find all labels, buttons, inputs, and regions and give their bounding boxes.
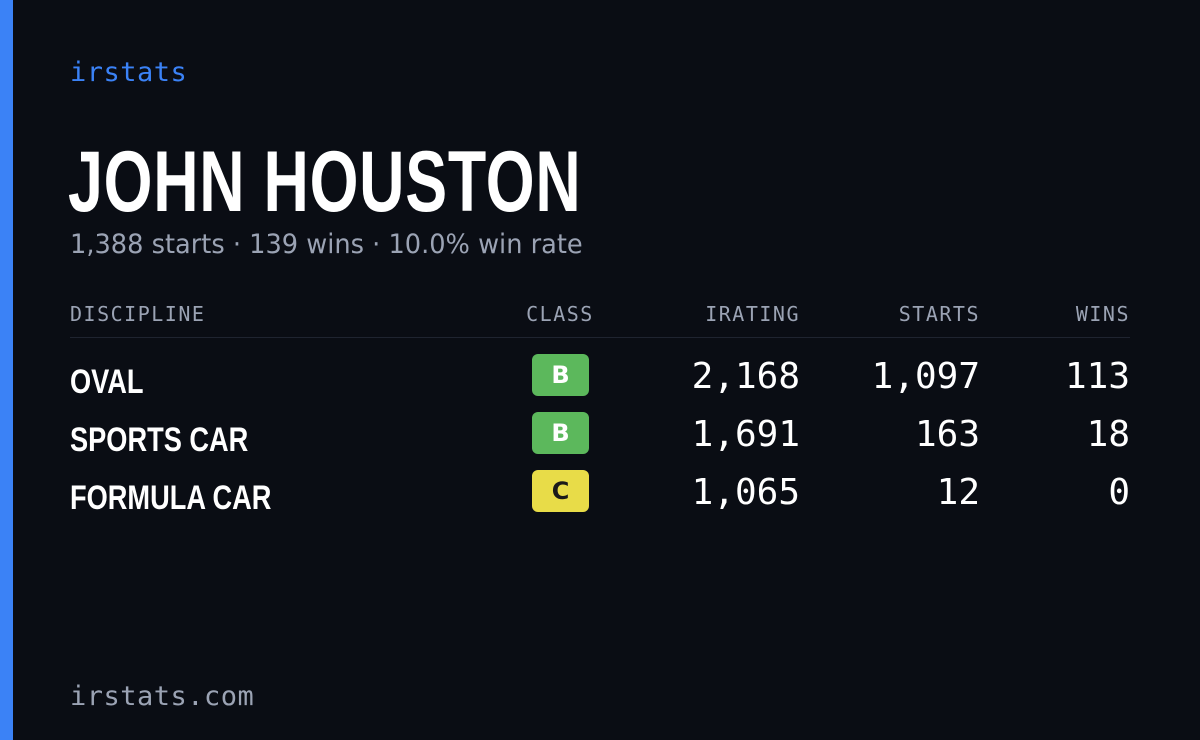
header-class: CLASS bbox=[526, 302, 594, 326]
discipline-label: SPORTS CAR bbox=[70, 421, 249, 459]
brand-logo: irstats bbox=[70, 57, 188, 88]
header-discipline: DISCIPLINE bbox=[70, 302, 206, 326]
class-badge: C bbox=[532, 470, 589, 512]
discipline-label: FORMULA CAR bbox=[70, 479, 272, 517]
table-row-formula-car: FORMULA CAR C 1,065 12 0 bbox=[0, 470, 1200, 528]
table-row-sports-car: SPORTS CAR B 1,691 163 18 bbox=[0, 412, 1200, 470]
table-row-oval: OVAL B 2,168 1,097 113 bbox=[0, 354, 1200, 412]
header-wins: WINS bbox=[1075, 302, 1130, 326]
starts-value: 163 bbox=[914, 414, 980, 455]
irating-value: 1,065 bbox=[691, 472, 800, 513]
irating-value: 2,168 bbox=[691, 356, 800, 397]
footer-domain: irstats.com bbox=[70, 681, 255, 712]
wins-value: 18 bbox=[1086, 414, 1130, 455]
irating-value: 1,691 bbox=[691, 414, 800, 455]
driver-summary: 1,388 starts · 139 wins · 10.0% win rate bbox=[70, 229, 583, 260]
class-badge: B bbox=[532, 412, 589, 454]
starts-value: 12 bbox=[936, 472, 980, 513]
wins-value: 0 bbox=[1108, 472, 1130, 513]
header-irating: IRATING bbox=[705, 302, 800, 326]
accent-bar bbox=[0, 0, 13, 740]
header-starts: STARTS bbox=[898, 302, 980, 326]
wins-value: 113 bbox=[1064, 356, 1130, 397]
discipline-label: OVAL bbox=[70, 363, 144, 401]
header-divider bbox=[70, 337, 1130, 338]
starts-value: 1,097 bbox=[871, 356, 980, 397]
driver-name: JOHN HOUSTON bbox=[68, 134, 582, 230]
class-badge: B bbox=[532, 354, 589, 396]
